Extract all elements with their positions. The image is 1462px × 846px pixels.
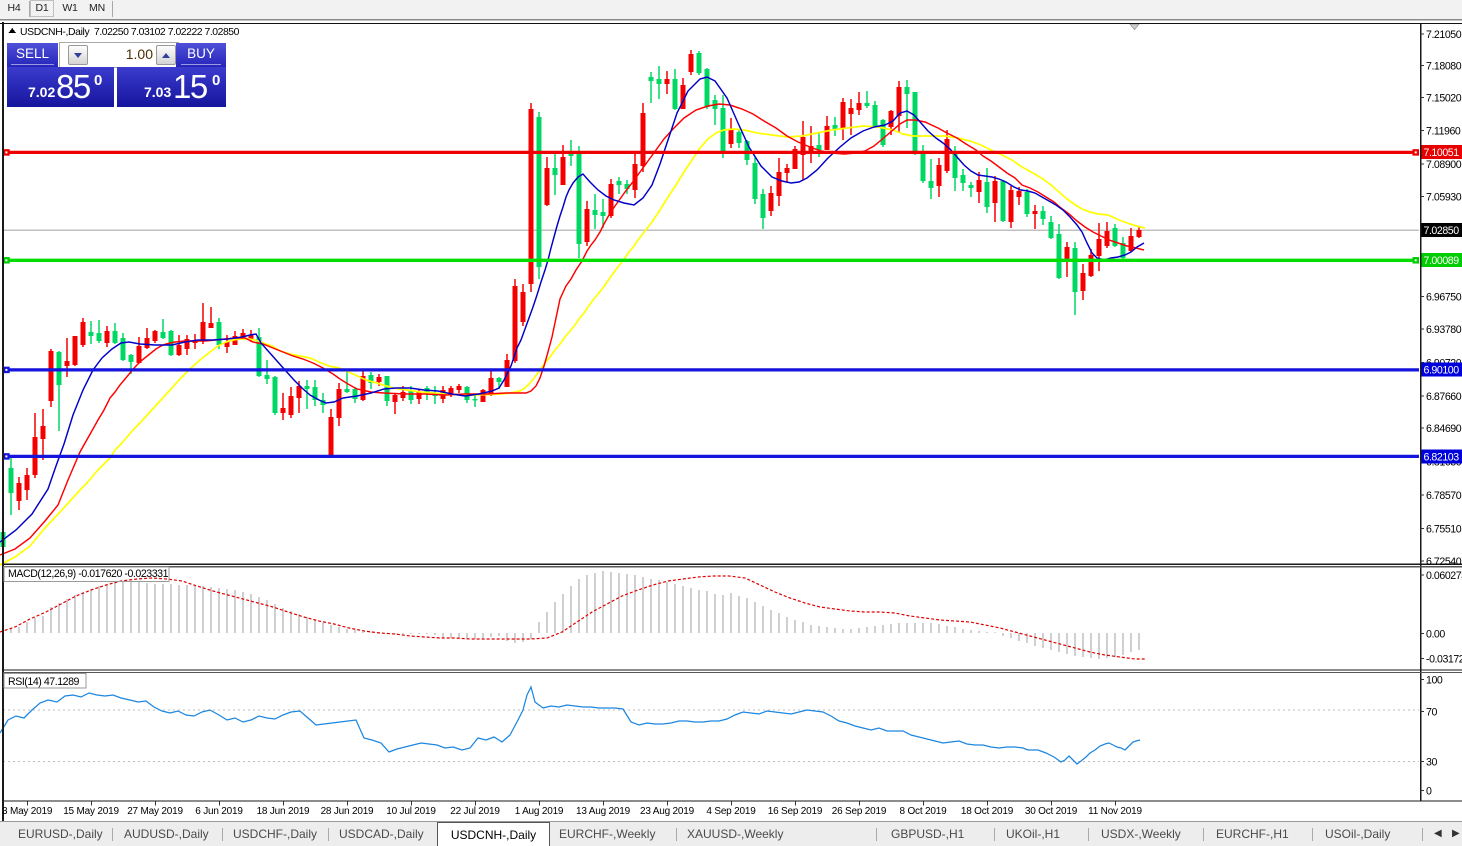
- svg-text:7.02250 7.03102 7.02222 7.0285: 7.02250 7.03102 7.02222 7.02850: [94, 27, 240, 38]
- svg-text:30 Oct 2019: 30 Oct 2019: [1025, 806, 1078, 817]
- svg-text:0.00: 0.00: [1426, 628, 1445, 640]
- svg-text:6.78570: 6.78570: [1426, 490, 1462, 502]
- svg-text:6.72540: 6.72540: [1426, 556, 1462, 568]
- svg-text:18 Jun 2019: 18 Jun 2019: [257, 806, 310, 817]
- svg-text:USDCNH-,Daily: USDCNH-,Daily: [20, 27, 90, 38]
- svg-text:7.15020: 7.15020: [1426, 92, 1462, 104]
- svg-text:6.82103: 6.82103: [1424, 451, 1460, 463]
- svg-text:8 Oct 2019: 8 Oct 2019: [900, 806, 948, 817]
- svg-text:16 Sep 2019: 16 Sep 2019: [768, 806, 823, 817]
- svg-text:4 Sep 2019: 4 Sep 2019: [706, 806, 756, 817]
- svg-text:RSI(14) 47.1289: RSI(14) 47.1289: [8, 676, 80, 688]
- svg-text:0.060273: 0.060273: [1426, 570, 1462, 582]
- svg-text:6.84690: 6.84690: [1426, 423, 1462, 435]
- svg-text:18 Oct 2019: 18 Oct 2019: [961, 806, 1014, 817]
- svg-text:15 May 2019: 15 May 2019: [63, 806, 119, 817]
- svg-text:7.00089: 7.00089: [1424, 255, 1460, 267]
- svg-text:MACD(12,26,9) -0.017620 -0.023: MACD(12,26,9) -0.017620 -0.023331: [8, 568, 169, 580]
- svg-text:6.96750: 6.96750: [1426, 292, 1462, 304]
- svg-text:7.05930: 7.05930: [1426, 192, 1462, 204]
- svg-text:7.08900: 7.08900: [1426, 159, 1462, 171]
- svg-text:7.10051: 7.10051: [1424, 147, 1460, 159]
- svg-text:6.87660: 6.87660: [1426, 391, 1462, 403]
- svg-text:7.18080: 7.18080: [1426, 60, 1462, 72]
- svg-text:10 Jul 2019: 10 Jul 2019: [386, 806, 436, 817]
- svg-text:3 May 2019: 3 May 2019: [2, 806, 53, 817]
- svg-text:26 Sep 2019: 26 Sep 2019: [832, 806, 887, 817]
- svg-text:6.93780: 6.93780: [1426, 324, 1462, 336]
- svg-text:6.75510: 6.75510: [1426, 523, 1462, 535]
- svg-text:11 Nov 2019: 11 Nov 2019: [1088, 806, 1142, 817]
- svg-text:-0.031725: -0.031725: [1426, 654, 1462, 666]
- svg-text:28 Jun 2019: 28 Jun 2019: [321, 806, 374, 817]
- svg-text:22 Jul 2019: 22 Jul 2019: [450, 806, 500, 817]
- svg-text:100: 100: [1426, 675, 1443, 687]
- svg-text:23 Aug 2019: 23 Aug 2019: [640, 806, 695, 817]
- svg-text:1 Aug 2019: 1 Aug 2019: [515, 806, 564, 817]
- svg-text:7.02850: 7.02850: [1424, 225, 1460, 237]
- svg-text:0: 0: [1426, 786, 1432, 798]
- svg-text:6.90100: 6.90100: [1424, 364, 1460, 376]
- svg-text:13 Aug 2019: 13 Aug 2019: [576, 806, 631, 817]
- svg-text:6 Jun 2019: 6 Jun 2019: [195, 806, 243, 817]
- svg-text:7.11960: 7.11960: [1426, 126, 1461, 138]
- svg-text:70: 70: [1426, 707, 1437, 719]
- svg-text:27 May 2019: 27 May 2019: [127, 806, 183, 817]
- svg-text:7.21050: 7.21050: [1426, 29, 1462, 41]
- svg-text:30: 30: [1426, 757, 1437, 769]
